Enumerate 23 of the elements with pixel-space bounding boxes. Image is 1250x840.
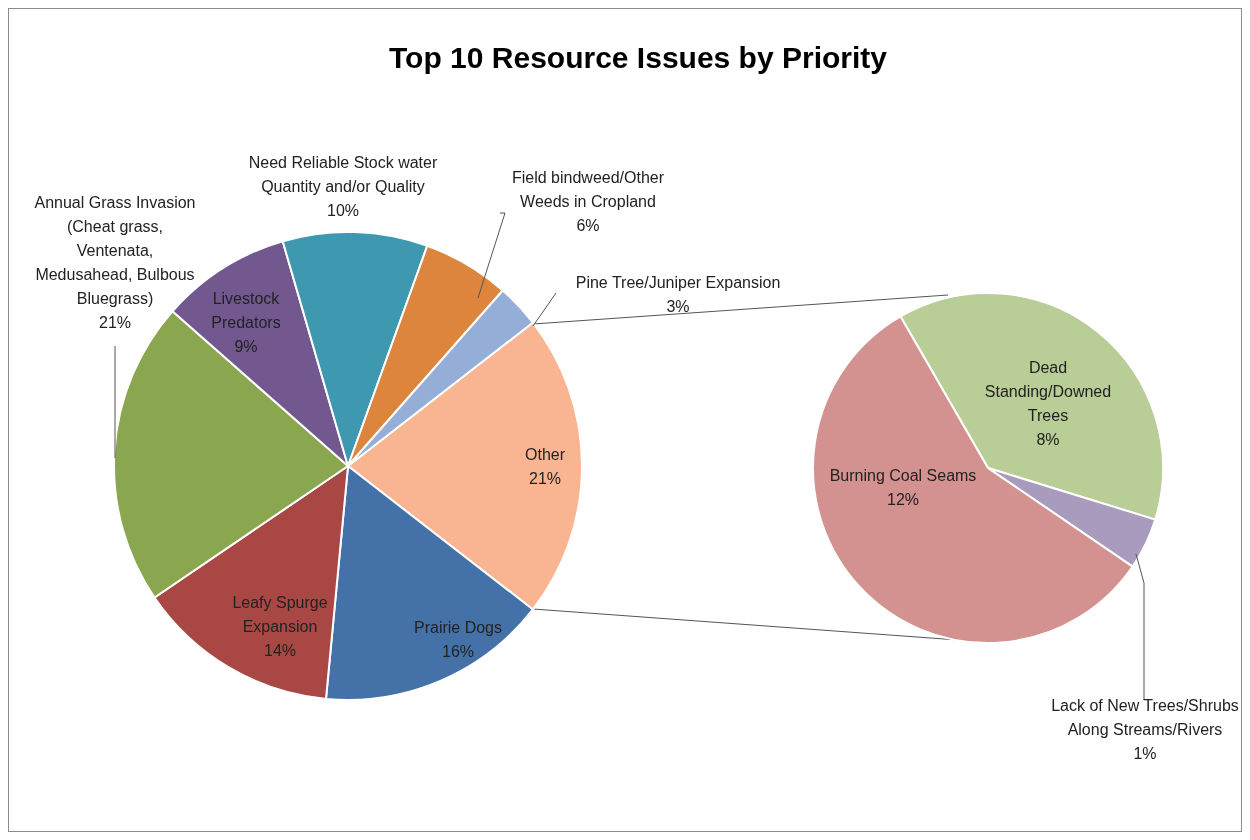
slice-label: Prairie Dogs bbox=[413, 619, 503, 636]
data-label: 9% bbox=[234, 338, 258, 355]
data-label: 6% bbox=[576, 217, 600, 234]
data-label: 16% bbox=[441, 643, 475, 660]
slice-label: Other bbox=[524, 446, 566, 463]
data-label: 3% bbox=[666, 298, 690, 315]
data-label: 8% bbox=[1036, 431, 1060, 448]
data-label: 1% bbox=[1133, 745, 1157, 762]
slice-label: Livestock Predators bbox=[211, 290, 281, 331]
data-label: 12% bbox=[886, 491, 920, 508]
slice-label: Leafy Spurge Expansion bbox=[232, 594, 328, 635]
slice-label: Dead Standing/Downed Trees bbox=[984, 359, 1112, 424]
slice-label: Burning Coal Seams bbox=[829, 467, 977, 484]
data-label: 10% bbox=[326, 202, 360, 219]
data-label: 21% bbox=[528, 470, 562, 487]
slice-label: Lack of New Trees/Shrubs Along Streams/Rivers bbox=[1051, 697, 1239, 738]
chart-title: Top 10 Resource Issues by Priority bbox=[389, 41, 888, 74]
slice-label: Annual Grass Invasion (Cheat grass, Ventenata, Medusahead, Bulbous Bluegrass) bbox=[34, 194, 196, 307]
data-label: 14% bbox=[263, 642, 297, 659]
slice-label: Field bindweed/Other Weeds in Cropland bbox=[511, 169, 665, 210]
slice-label: Pine Tree/Juniper Expansion bbox=[575, 274, 781, 291]
data-label: 21% bbox=[98, 314, 132, 331]
slice-label: Need Reliable Stock water Quantity and/or Quality bbox=[248, 154, 438, 195]
